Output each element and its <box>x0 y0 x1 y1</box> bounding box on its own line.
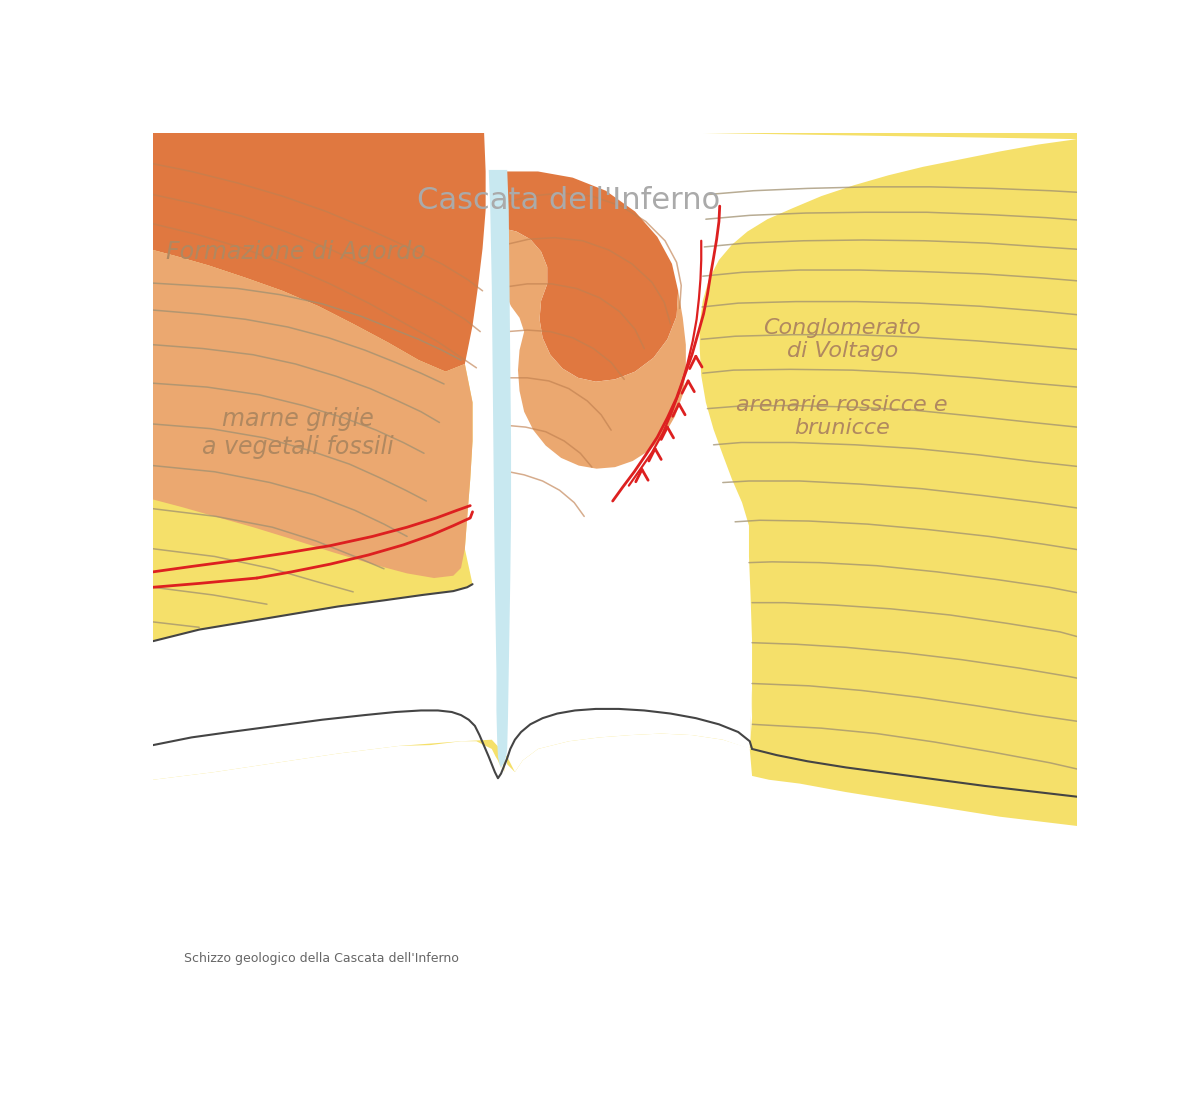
Text: Formazione di Agordo: Formazione di Agordo <box>166 240 425 265</box>
Polygon shape <box>154 250 473 642</box>
Text: Schizzo geologico della Cascata dell'Inferno: Schizzo geologico della Cascata dell'Inf… <box>184 952 458 965</box>
Polygon shape <box>503 172 678 381</box>
Polygon shape <box>154 250 473 578</box>
Text: arenarie rossicce e
brunicce: arenarie rossicce e brunicce <box>737 394 948 438</box>
Polygon shape <box>154 133 1078 986</box>
Polygon shape <box>503 228 686 469</box>
Text: Cascata dell'Inferno: Cascata dell'Inferno <box>418 186 720 215</box>
Text: marne grigie
a vegetali fossili: marne grigie a vegetali fossili <box>202 408 394 459</box>
Polygon shape <box>473 170 511 768</box>
Polygon shape <box>154 687 1078 986</box>
Text: Conglomerato
di Voltago: Conglomerato di Voltago <box>763 318 920 361</box>
Polygon shape <box>154 133 486 371</box>
